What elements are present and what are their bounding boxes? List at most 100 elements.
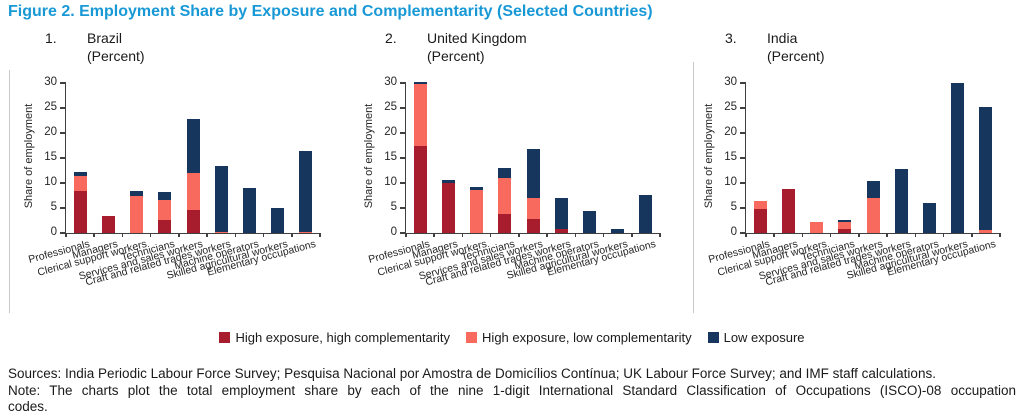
chart-subtitle: (Percent): [427, 48, 485, 64]
x-axis-tick: [93, 233, 95, 237]
note-text: Note: The charts plot the total employme…: [8, 382, 1016, 398]
bar-segment: [979, 229, 993, 233]
x-axis-tick: [858, 233, 860, 237]
y-tick-label: 10: [384, 176, 397, 188]
x-axis-tick: [829, 233, 832, 237]
bar-segment: [979, 106, 993, 230]
x-axis-tick: [149, 233, 152, 237]
bar-segment: [951, 83, 965, 233]
bar-segment: [866, 198, 880, 233]
bar-segment: [413, 82, 427, 84]
y-tick-label: 15: [384, 151, 397, 163]
chart-subtitle: (Percent): [767, 48, 825, 64]
bar-segment: [838, 229, 852, 233]
bar-segment: [299, 151, 313, 232]
y-tick-label: 10: [44, 176, 57, 188]
y-axis-tick: [740, 107, 746, 109]
plot-area-united-kingdom: 0 5 10 15 20 25 30 Professionals Managers Clerica…: [367, 76, 661, 288]
x-axis-tick: [745, 233, 747, 237]
y-tick-label: 20: [724, 126, 737, 138]
bar-segment: [158, 200, 172, 220]
bar-segment: [781, 188, 795, 233]
chart-title: United Kingdom: [427, 30, 527, 46]
panel-separator-left: [9, 70, 10, 313]
x-axis-tick: [602, 233, 605, 237]
plot-area-brazil: 0 5 10 15 20 25 30 Professionals Managers Clerica…: [27, 76, 321, 288]
bar-segment: [130, 190, 144, 196]
x-axis-tick: [178, 233, 180, 237]
x-axis-tick: [121, 233, 124, 237]
chart-panel-brazil: 1. Brazil (Percent) Share of employment …: [7, 28, 343, 320]
x-axis-tick: [291, 233, 293, 237]
footer: Sources: India Periodic Labour Force Sur…: [8, 366, 1016, 416]
bar-segment: [838, 220, 852, 222]
y-tick-label: 30: [384, 76, 397, 88]
bar-segment: [158, 191, 172, 200]
y-tick-label: 15: [724, 151, 737, 163]
y-axis-tick: [400, 207, 406, 209]
y-axis-tick: [60, 82, 66, 84]
y-tick-label: 10: [724, 176, 737, 188]
bar-segment: [810, 221, 824, 233]
bar-segment: [894, 169, 908, 233]
y-tick-label: 5: [390, 201, 397, 213]
legend-label: Low exposure: [723, 330, 805, 345]
bar-segment: [101, 216, 115, 233]
x-axis-tick: [801, 233, 804, 237]
legend-swatch-high-low-icon: [466, 332, 478, 343]
y-tick-label: 30: [724, 76, 737, 88]
panel-separator-right: [693, 62, 694, 313]
x-axis-tick: [659, 233, 661, 237]
legend-item-high-high: High exposure, high complementarity: [219, 330, 450, 345]
y-axis-tick: [400, 232, 406, 234]
y-tick-label: 20: [384, 126, 397, 138]
legend-swatch-low-exposure-icon: [707, 332, 719, 343]
bar-segment: [73, 172, 87, 176]
bar-segment: [73, 190, 87, 233]
x-axis-tick: [405, 233, 407, 237]
y-axis-tick: [400, 82, 406, 84]
bar-segment: [186, 118, 200, 173]
x-axis-tick: [234, 233, 237, 237]
bar-segment: [498, 167, 512, 178]
bar-segment: [554, 228, 568, 233]
bar-segment: [413, 146, 427, 233]
y-tick-label: 25: [384, 101, 397, 113]
y-axis-tick: [740, 157, 746, 159]
chart-panel-united-kingdom: 2. United Kingdom (Percent) Share of emp…: [347, 28, 683, 320]
y-axis-tick: [60, 132, 66, 134]
y-tick-label: 0: [730, 226, 737, 238]
bar-segment: [73, 175, 87, 191]
y-axis-tick: [400, 132, 406, 134]
x-axis-tick: [262, 233, 265, 237]
figure-title: Figure 2. Employment Share by Exposure a…: [8, 3, 653, 20]
bar-segment: [922, 202, 936, 233]
chart-subtitle: (Percent): [87, 48, 145, 64]
y-tick-label: 0: [50, 226, 57, 238]
y-axis-tick: [60, 182, 66, 184]
bar-segment: [866, 181, 880, 198]
x-axis-tick: [489, 233, 492, 237]
x-axis-tick: [461, 233, 464, 237]
legend-label: High exposure, high complementarity: [235, 330, 451, 345]
bar-segment: [611, 228, 625, 233]
x-axis-tick: [971, 233, 973, 237]
y-axis-tick: [740, 132, 746, 134]
x-axis-tick: [206, 233, 208, 237]
bar-segment: [130, 196, 144, 233]
y-axis-tick: [400, 157, 406, 159]
bar-segment: [498, 213, 512, 233]
bar-segment: [214, 166, 228, 232]
x-axis-tick: [886, 233, 888, 237]
y-tick-label: 30: [44, 76, 57, 88]
y-axis-tick: [60, 157, 66, 159]
bar-segment: [838, 222, 852, 229]
bar-segment: [639, 195, 653, 233]
y-tick-label: 0: [390, 226, 397, 238]
y-tick-label: 25: [724, 101, 737, 113]
plot-area-india: 0 5 10 15 20 25 30 Professionals Managers Clerica…: [707, 76, 1001, 288]
y-axis-tick: [740, 82, 746, 84]
bar-segment: [582, 210, 596, 233]
bar-segment: [470, 189, 484, 233]
